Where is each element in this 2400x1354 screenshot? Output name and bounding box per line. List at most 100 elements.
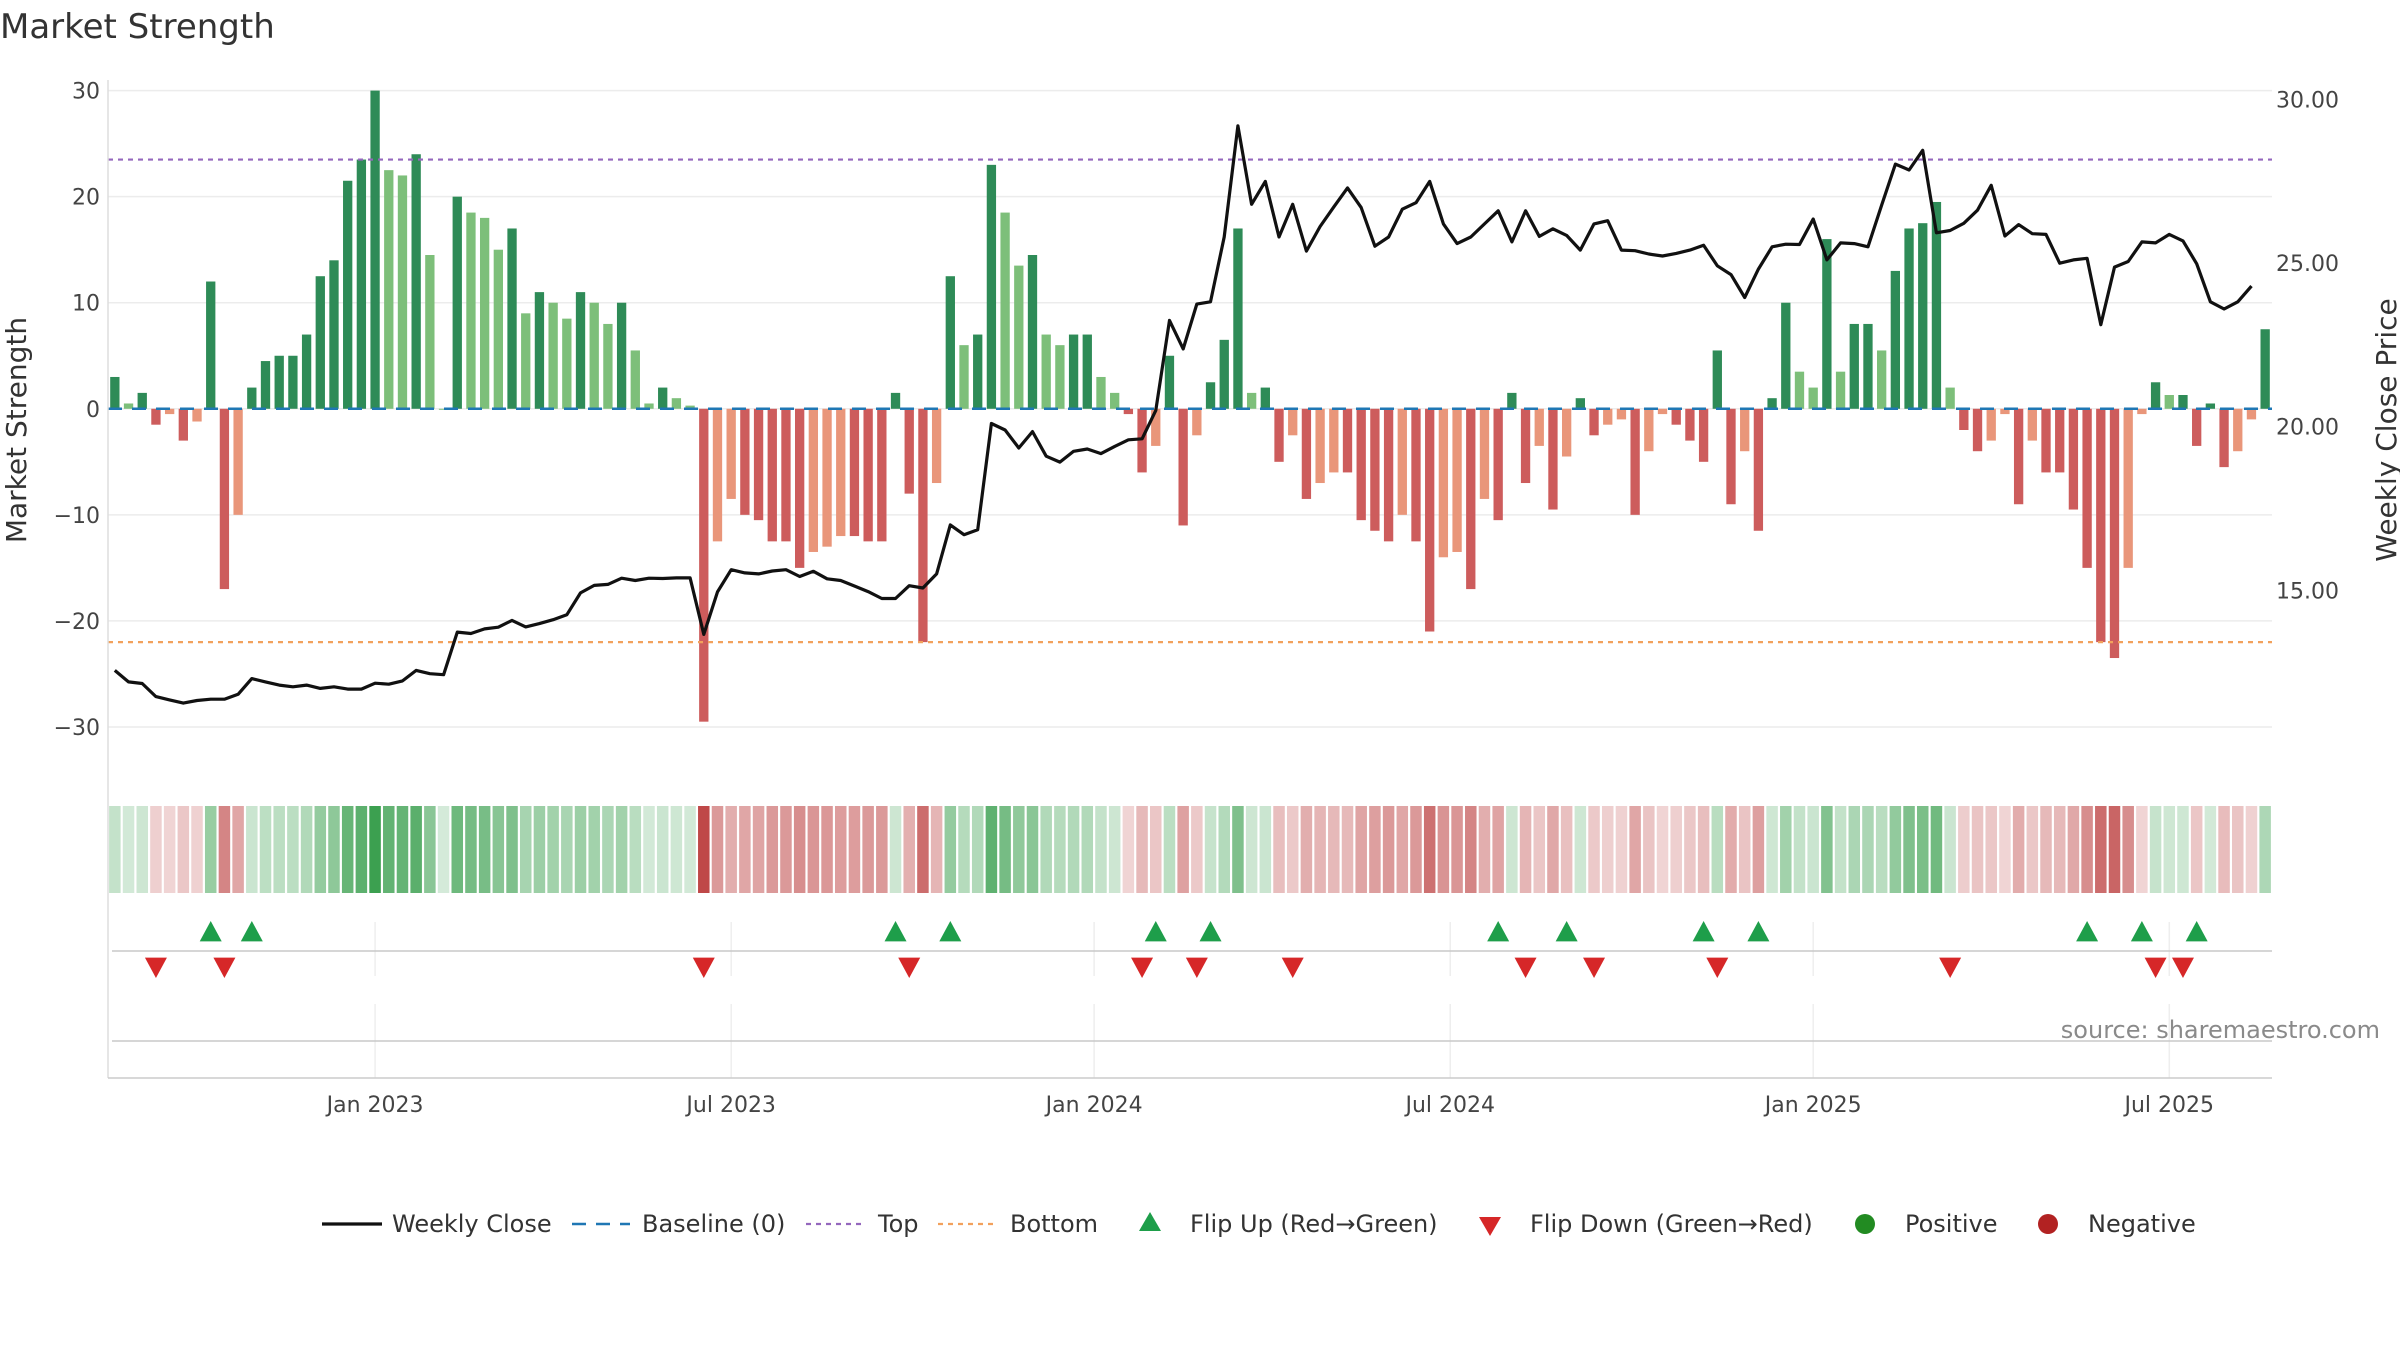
heat-cell [1615,806,1628,893]
heat-cell [1382,806,1395,893]
strength-bar [2164,395,2174,409]
heat-cell [1177,806,1189,893]
flip-up-marker [2130,921,2153,942]
flip-up-marker [240,921,263,942]
strength-bar [1753,408,1764,531]
x-tick-label: Jan 2025 [1763,1093,1862,1118]
strength-bar [507,228,517,409]
strength-bar [1096,376,1106,409]
heat-cell [1040,806,1052,893]
strength-bar [1164,355,1175,409]
heat-cell [1848,806,1861,893]
heat-cell [1191,806,1203,893]
heat-cell [1588,806,1600,893]
strength-bar [699,408,709,722]
left-tick-label: −10 [54,504,100,529]
heat-cell [2026,806,2039,893]
heat-cell [821,806,833,893]
strength-bar [2233,408,2243,452]
strength-bar [712,408,723,542]
strength-bar [1479,408,1490,499]
strength-bar [123,403,134,409]
flip-up-marker [2185,921,2208,942]
heat-cell [1506,806,1518,893]
heat-cell [1547,806,1559,893]
strength-bar [288,355,298,409]
strength-bar [2123,408,2133,568]
heat-cell [1684,806,1696,893]
strength-bar [1630,408,1640,515]
heat-cell [465,806,477,893]
strength-bar [986,164,997,409]
strength-bar [808,408,819,552]
heat-cell [1780,806,1792,893]
strength-bar [1137,408,1147,473]
strength-bar [1945,387,1955,409]
heat-cell [615,806,628,893]
legend-swatch-flip-up [1139,1212,1161,1231]
heat-cell [1451,806,1463,893]
strength-bar [973,334,983,409]
strength-bar [644,403,654,409]
strength-bar [548,302,558,409]
strength-bar [1507,392,1517,409]
heat-cell [2190,806,2203,893]
strength-heat-strip [109,806,2271,893]
strength-bar [1794,371,1805,409]
strength-bar [1767,398,1777,409]
legend: Weekly Close Baseline (0) Top Bottom Flip Up… [322,1210,2196,1238]
left-tick-label: 20 [72,186,100,211]
heat-cell [1738,806,1751,893]
strength-bar [479,217,490,409]
heat-cell [300,806,313,893]
heat-cell [862,806,874,893]
strength-bar [1671,408,1681,425]
heat-cell [492,806,505,893]
strength-bar [493,249,503,409]
strength-bar [329,260,339,409]
heat-cell [2245,806,2258,893]
heat-cell [629,806,642,893]
heat-cell [1889,806,1902,893]
heat-cell [1725,806,1737,893]
heat-cell [1328,806,1340,893]
strength-bar [877,408,887,542]
strength-bar [1657,408,1668,415]
heat-cell [739,806,751,893]
strength-bar [1698,408,1709,462]
strength-bar [1520,408,1531,484]
heat-cell [1095,806,1107,893]
strength-bar [2041,408,2051,473]
heat-cell [561,806,573,893]
strength-bar [753,408,764,521]
strength-bar [562,318,572,409]
strength-bar [1548,408,1558,510]
left-tick-label: 10 [72,292,100,317]
heat-cell [780,806,792,893]
heat-cell [711,806,724,893]
strength-bar [1781,302,1791,409]
heat-cell [1410,806,1422,893]
strength-bar [1219,339,1229,409]
heat-cell [903,806,915,893]
left-tick-label: 0 [86,398,100,423]
strength-bar [1438,408,1449,558]
x-tick-label: Jul 2023 [684,1093,776,1118]
strength-bar [110,376,120,409]
heat-cell [2095,806,2107,893]
heat-cell [793,806,806,893]
heat-cell [218,806,231,893]
strength-bar [301,334,312,409]
x-tick-label: Jan 2023 [325,1093,424,1118]
legend-label: Top [877,1210,919,1238]
heat-cell [150,806,162,893]
heat-cell [985,806,998,893]
heat-cell [341,806,354,893]
strength-bar [397,175,408,409]
strength-bar [2246,408,2257,420]
heat-cell [698,806,710,893]
left-tick-label: −30 [54,716,100,741]
strength-bar [1452,408,1462,552]
strength-bar [890,392,901,409]
strength-bar [1301,408,1312,499]
